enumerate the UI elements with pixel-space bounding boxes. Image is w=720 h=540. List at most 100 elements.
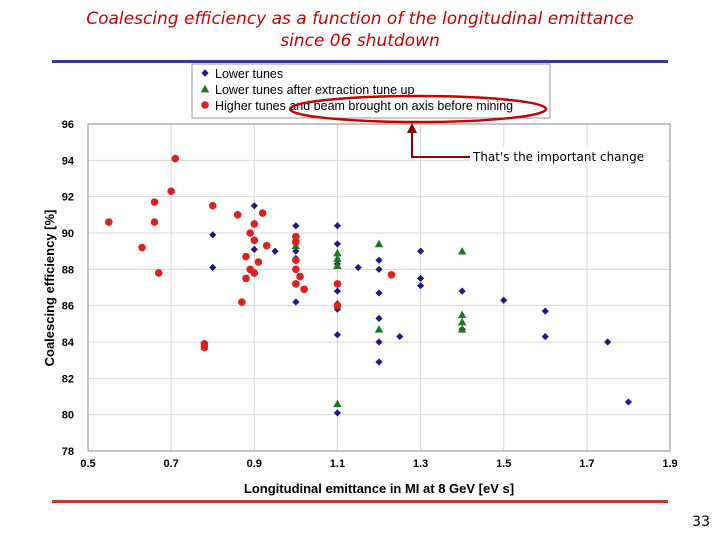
point-diamond xyxy=(375,314,383,322)
x-tick-label: 0.9 xyxy=(247,458,262,470)
point-circle xyxy=(238,298,246,306)
point-circle xyxy=(242,252,250,261)
point-circle xyxy=(250,236,259,245)
point-diamond xyxy=(209,231,217,239)
point-triangle xyxy=(374,239,384,248)
point-circle xyxy=(150,218,159,226)
point-diamond xyxy=(541,332,549,341)
x-tick-label: 0.5 xyxy=(80,458,95,470)
point-diamond xyxy=(333,222,342,230)
point-circle xyxy=(333,280,342,288)
legend-box xyxy=(191,63,551,119)
highlight-ellipse xyxy=(288,94,548,124)
point-triangle xyxy=(457,317,467,326)
point-triangle xyxy=(333,248,342,257)
point-triangle xyxy=(457,310,467,319)
point-diamond xyxy=(333,240,342,248)
point-circle xyxy=(150,198,159,206)
point-diamond xyxy=(250,245,258,253)
y-tick-label: 82 xyxy=(62,373,74,385)
point-circle xyxy=(167,187,175,196)
point-triangle xyxy=(457,246,467,255)
point-diamond xyxy=(292,298,300,306)
x-tick-label: 1.1 xyxy=(330,458,345,470)
title-underline xyxy=(52,60,668,63)
y-tick-label: 86 xyxy=(62,301,74,313)
y-tick-label: 78 xyxy=(62,446,74,458)
point-diamond xyxy=(458,287,466,295)
legend-marker-triangle xyxy=(200,84,210,93)
point-circle xyxy=(208,201,217,210)
point-circle xyxy=(292,265,300,274)
gridlines xyxy=(87,123,671,452)
annotation-box xyxy=(470,147,668,167)
legend-label: Higher tunes and beam brought on axis be… xyxy=(215,99,513,113)
x-tick-labels: 0.5 0.7 0.9 1.1 1.3 1.5 1.7 1.9 xyxy=(80,458,677,470)
point-triangle xyxy=(333,261,342,270)
annotation-text: That's the important change xyxy=(472,150,644,164)
point-circle xyxy=(292,232,300,241)
point-circle xyxy=(292,238,300,246)
point-diamond xyxy=(333,287,342,295)
point-diamond xyxy=(271,247,279,255)
point-diamond xyxy=(375,289,383,297)
point-triangle xyxy=(374,325,384,333)
point-circle xyxy=(242,274,250,283)
point-diamond xyxy=(375,256,383,264)
point-triangle xyxy=(457,325,467,333)
plot-area xyxy=(87,123,671,452)
point-circle xyxy=(300,285,308,294)
point-circle xyxy=(333,301,342,310)
point-circle xyxy=(138,243,146,252)
point-circle xyxy=(233,211,242,219)
point-diamond xyxy=(375,358,383,366)
annotation-arrowhead xyxy=(407,123,417,133)
point-circle xyxy=(254,258,263,266)
point-circle xyxy=(250,269,259,277)
point-circle xyxy=(171,154,180,163)
point-diamond xyxy=(396,332,404,341)
y-tick-label: 96 xyxy=(62,119,74,131)
page-number: 33 xyxy=(692,514,710,530)
point-diamond xyxy=(292,222,300,230)
point-diamond xyxy=(624,398,633,406)
point-diamond xyxy=(416,247,425,255)
data-points xyxy=(104,154,633,417)
legend-label: Lower tunes xyxy=(215,67,283,81)
point-diamond xyxy=(292,247,300,255)
x-tick-label: 1.3 xyxy=(413,458,428,470)
legend: Lower tunes Lower tunes after extraction … xyxy=(191,63,551,119)
point-diamond xyxy=(416,282,425,290)
slide-title-line1: Coalescing efficiency as a function of t… xyxy=(86,9,634,29)
y-tick-label: 90 xyxy=(62,228,74,240)
point-diamond xyxy=(541,307,549,315)
y-tick-label: 92 xyxy=(62,192,74,204)
x-tick-label: 0.7 xyxy=(163,458,178,470)
x-tick-label: 1.7 xyxy=(579,458,594,470)
point-diamond xyxy=(354,263,362,272)
point-diamond xyxy=(333,409,342,417)
point-diamond xyxy=(333,331,342,339)
x-axis-label: Longitudinal emittance in MI at 8 GeV [e… xyxy=(244,481,514,496)
point-circle xyxy=(262,241,271,250)
x-tick-label: 1.5 xyxy=(496,458,511,470)
point-circle xyxy=(387,270,396,279)
y-tick-label: 94 xyxy=(62,155,75,167)
point-diamond xyxy=(209,263,217,272)
y-tick-label: 84 xyxy=(62,337,75,349)
point-circle xyxy=(292,256,300,265)
point-diamond xyxy=(375,265,383,273)
footer-rule xyxy=(52,500,668,503)
y-tick-labels: 78 80 82 84 86 88 90 92 94 96 xyxy=(62,119,75,458)
point-circle xyxy=(154,269,163,277)
point-diamond xyxy=(375,338,383,346)
slide-title: Coalescing efficiency as a function of t… xyxy=(0,8,720,52)
y-axis-label: Coalescing efficiency [%] xyxy=(42,210,57,367)
legend-marker-diamond xyxy=(201,69,209,77)
point-diamond xyxy=(250,202,258,210)
point-diamond xyxy=(500,296,508,304)
point-circle xyxy=(200,343,209,352)
point-circle xyxy=(104,218,113,226)
point-circle xyxy=(292,280,300,288)
